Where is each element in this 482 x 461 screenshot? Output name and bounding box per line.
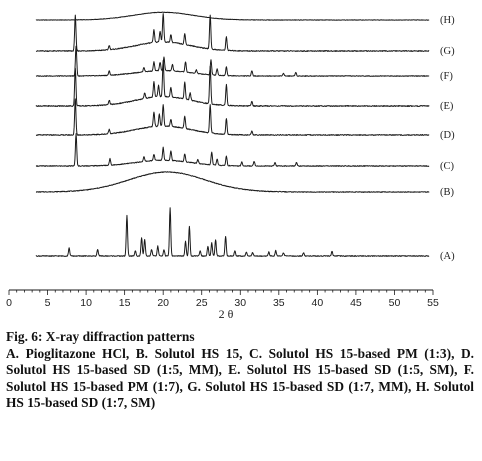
trace-h [35, 11, 430, 21]
x-tick-label: 35 [273, 297, 285, 309]
xrd-chart-svg: (H) (G) (F) (E) (D) (C) (B) (A) 0 5 10 15 20 25 30 35 4… [6, 11, 455, 320]
trace-d [35, 98, 430, 136]
figure-title: Fig. 6: X-ray diffraction patterns [6, 329, 195, 344]
trace-b [35, 171, 430, 193]
series-label-h: (H) [440, 15, 455, 26]
figure-caption: Fig. 6: X-ray diffraction patterns A. Pi… [6, 329, 474, 412]
traces-layer [35, 11, 430, 257]
series-label-a: (A) [440, 251, 455, 262]
trace-e [35, 60, 430, 107]
x-tick-label: 5 [45, 297, 51, 309]
series-label-g: (G) [440, 46, 455, 57]
trace-g [35, 13, 430, 52]
series-label-e: (E) [440, 101, 454, 112]
series-label-d: (D) [440, 130, 455, 141]
x-tick-label: 45 [350, 297, 362, 309]
xrd-chart: (H) (G) (F) (E) (D) (C) (B) (A) 0 5 10 15 20 25 30 35 4… [6, 11, 455, 320]
x-tick-label: 25 [196, 297, 208, 309]
series-label-f: (F) [440, 71, 453, 82]
x-tick-label: 50 [389, 297, 401, 309]
trace-a [35, 207, 430, 257]
x-axis: 0 5 10 15 20 25 30 35 40 45 50 55 [6, 289, 439, 309]
x-tick-label: 55 [427, 297, 439, 309]
x-tick-label: 10 [80, 297, 92, 309]
series-label-c: (C) [440, 161, 455, 172]
x-tick-label: 40 [312, 297, 324, 309]
trace-c [35, 133, 430, 167]
x-tick-label: 15 [119, 297, 131, 309]
x-tick-label: 30 [234, 297, 246, 309]
figure-description: A. Pioglitazone HCl, B. Solutol HS 15, C… [6, 345, 474, 411]
series-labels-layer: (H) (G) (F) (E) (D) (C) (B) (A) [440, 15, 455, 262]
x-tick-label: 20 [157, 297, 169, 309]
x-tick-label: 0 [6, 297, 12, 309]
series-label-b: (B) [440, 187, 455, 198]
x-axis-title: 2 θ [219, 307, 234, 320]
trace-f [35, 45, 430, 77]
